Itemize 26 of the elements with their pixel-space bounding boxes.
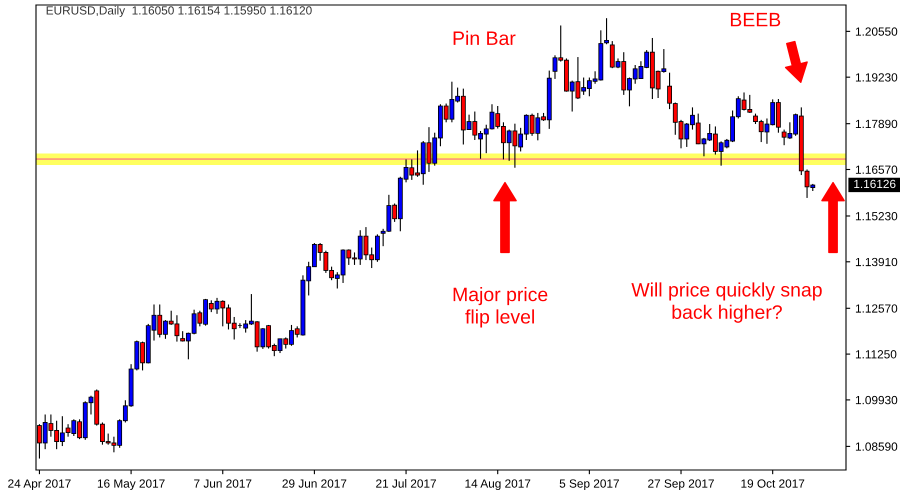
annotation: Pin Bar [454, 30, 516, 46]
x-tick-label: 27 Sep 2017 [648, 479, 714, 490]
y-tick-label: 1.17890 [856, 120, 898, 128]
annotation: Major price flip level [454, 287, 548, 328]
y-tick-label: 1.15230 [856, 212, 898, 220]
chart-title: EURUSD,Daily 1.16050 1.16154 1.15950 1.16120 [46, 6, 312, 17]
y-tick-label: 1.13910 [856, 258, 898, 266]
y-tick-label: 1.11250 [856, 350, 896, 358]
x-tick-label: 14 Aug 2017 [465, 479, 530, 490]
y-tick-label: 1.09930 [856, 396, 898, 404]
annotation: BEEB [730, 12, 780, 26]
annotation: Will price quickly snap back higher? [631, 282, 822, 323]
y-tick-label: 1.12570 [856, 304, 898, 313]
x-tick-label: 24 Apr 2017 [8, 479, 71, 490]
y-tick-label: 1.19230 [856, 73, 898, 82]
y-tick-label: 1.08590 [856, 442, 898, 451]
x-tick-label: 16 May 2017 [98, 479, 165, 490]
text: 1.16126 [854, 180, 896, 188]
x-tick-label: 21 Jul 2017 [376, 479, 436, 488]
y-tick-label: 1.16570 [856, 166, 898, 174]
x-tick-label: 19 Oct 2017 [741, 479, 804, 488]
candlestick [604, 18, 609, 45]
x-tick-label: 29 Jun 2017 [282, 479, 346, 488]
y-tick-label: 1.20550 [856, 27, 898, 36]
x-tick-label: 5 Sep 2017 [560, 479, 619, 490]
x-tick-label: 7 Jun 2017 [194, 479, 252, 488]
